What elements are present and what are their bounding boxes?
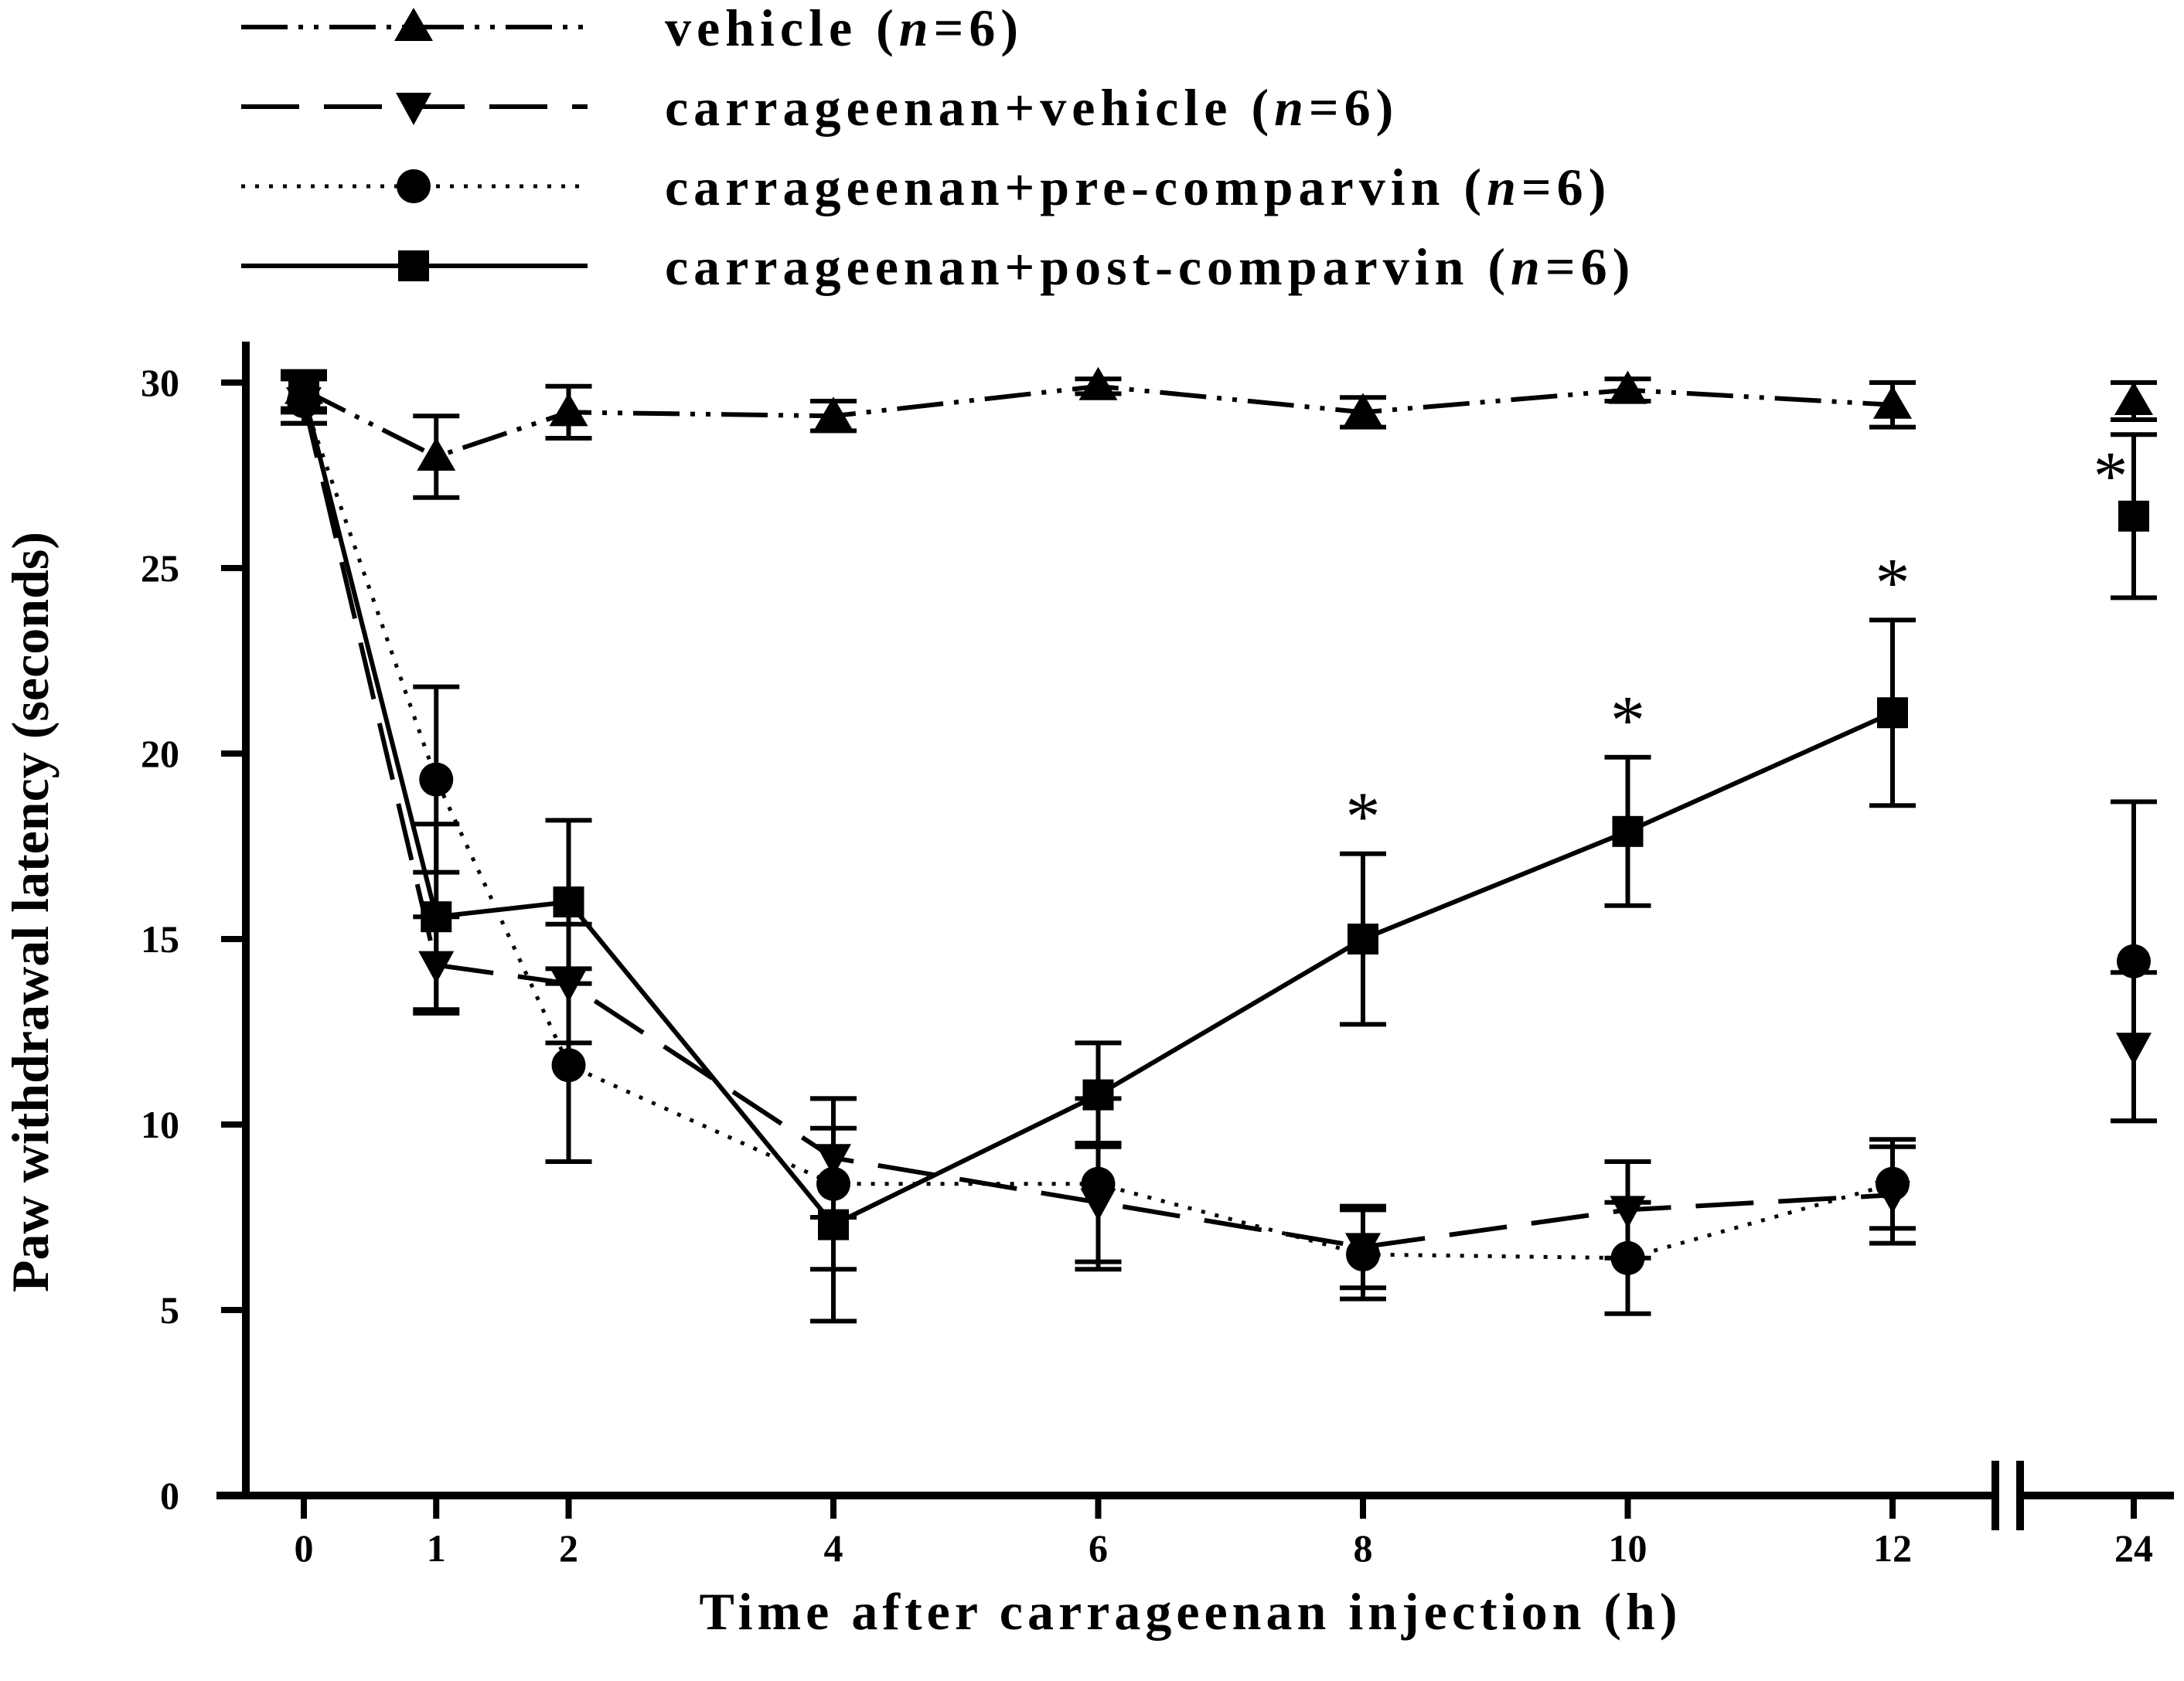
y-tick-label: 20: [141, 732, 179, 775]
x-tick-label: 0: [295, 1526, 314, 1570]
circle-marker: [2117, 944, 2151, 978]
circle-marker: [1346, 1237, 1380, 1271]
legend-label: carrageenan+pre-comparvin (n=6): [665, 158, 1611, 216]
triangle-down-marker: [550, 969, 587, 1002]
square-marker: [398, 250, 429, 281]
triangle-up-marker: [1873, 385, 1912, 419]
x-tick-label: 4: [824, 1526, 843, 1570]
series-line: [302, 393, 1894, 1227]
y-tick-label: 5: [160, 1288, 179, 1332]
square-marker: [1348, 924, 1378, 954]
square-marker: [288, 378, 319, 410]
circle-marker: [1610, 1240, 1645, 1275]
x-tick-label: 6: [1089, 1526, 1108, 1570]
y-tick-label: 25: [141, 546, 179, 590]
triangle-down-marker: [816, 1144, 851, 1177]
significance-star: *: [1346, 779, 1381, 856]
x-axis-label: Time after carrageenan injection (h): [700, 1582, 1682, 1641]
triangle-down-marker: [396, 93, 431, 125]
significance-star: *: [1876, 545, 1910, 621]
legend-label: carrageenan+post-comparvin (n=6): [665, 237, 1635, 296]
triangle-up-marker: [1608, 370, 1647, 404]
triangle-down-marker: [1610, 1196, 1646, 1229]
y-tick-label: 10: [141, 1103, 179, 1146]
legend: vehicle (n=6) carrageenan+vehicle (n=6) ca…: [241, 0, 1635, 296]
x-tick-label: 1: [427, 1526, 446, 1570]
square-marker: [1082, 1079, 1114, 1111]
square-marker: [818, 1209, 849, 1240]
triangle-up-marker: [394, 8, 433, 41]
error-bars: [281, 369, 2157, 1324]
circle-marker: [397, 169, 431, 203]
triangle-up-marker: [2114, 382, 2153, 415]
series-line: [302, 383, 1893, 459]
x-tick-label: 10: [1609, 1526, 1647, 1570]
x-tick-label: 2: [559, 1526, 578, 1570]
y-tick-label: 0: [160, 1474, 179, 1517]
significance-markers: * * * *: [1346, 438, 2128, 856]
significance-star: *: [1610, 682, 1645, 759]
markers: [284, 366, 2153, 1275]
triangle-up-marker: [814, 396, 853, 430]
circle-marker: [419, 762, 454, 797]
x-tick-label: 24: [2114, 1526, 2153, 1570]
circle-marker: [816, 1166, 850, 1201]
triangle-up-marker: [1344, 393, 1382, 427]
square-marker: [1612, 815, 1644, 847]
triangle-down-marker: [418, 951, 455, 984]
x-tick-label: 12: [1873, 1526, 1912, 1570]
square-marker: [421, 901, 452, 933]
triangle-up-marker: [1078, 366, 1118, 400]
square-marker: [2118, 500, 2149, 532]
series-line: [302, 400, 1893, 1250]
y-tick-label: 30: [141, 361, 179, 404]
y-axis-label: Paw withdrawal latency (seconds): [1, 532, 60, 1292]
triangle-up-marker: [417, 437, 456, 471]
series-lines: [302, 383, 1894, 1261]
square-marker: [553, 886, 584, 917]
circle-marker: [551, 1048, 586, 1083]
square-marker: [1877, 697, 1908, 729]
significance-star: *: [2094, 438, 2128, 515]
legend-label: carrageenan+vehicle (n=6): [665, 78, 1399, 137]
circle-marker: [1876, 1166, 1910, 1201]
circle-marker: [1081, 1166, 1116, 1201]
triangle-down-marker: [2116, 1033, 2152, 1066]
y-tick-label: 15: [141, 917, 179, 961]
legend-label: vehicle (n=6): [665, 0, 1024, 57]
x-tick-label: 8: [1354, 1526, 1373, 1570]
triangle-up-marker: [549, 393, 588, 427]
